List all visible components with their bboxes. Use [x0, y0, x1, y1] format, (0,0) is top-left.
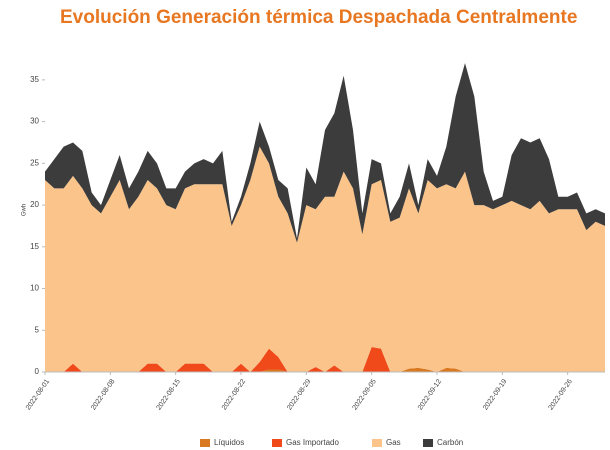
y-tick-label: 10	[30, 284, 39, 293]
legend-label: Carbón	[437, 438, 463, 447]
y-tick-label: 30	[30, 117, 39, 126]
legend-label: Gas Importado	[286, 438, 339, 447]
area	[45, 63, 605, 243]
x-tick-label: 2022-08-01	[25, 378, 51, 411]
x-tick-label: 2022-08-29	[286, 378, 312, 411]
area	[45, 146, 605, 372]
x-tick-label: 2022-09-05	[352, 378, 378, 411]
x-tick-label: 2022-08-15	[156, 378, 182, 411]
y-tick-label: 15	[30, 242, 39, 251]
x-tick-label: 2022-08-08	[90, 378, 116, 411]
legend-label: Líquidos	[214, 438, 244, 447]
legend-swatch	[423, 439, 433, 447]
y-tick-label: 0	[35, 367, 40, 376]
y-axis-label: Gwh	[22, 204, 28, 216]
x-tick-label: 2022-09-26	[548, 378, 574, 411]
legend-swatch	[372, 439, 382, 447]
x-tick-label: 2022-08-22	[221, 378, 247, 411]
y-tick-label: 5	[35, 325, 40, 334]
y-tick-label: 25	[30, 158, 39, 167]
x-tick-label: 2022-09-12	[417, 378, 443, 411]
y-tick-label: 20	[30, 200, 39, 209]
legend-label: Gas	[386, 438, 401, 447]
chart-title: Evolución Generación térmica Despachada …	[60, 7, 577, 28]
legend-swatch	[200, 439, 210, 447]
y-tick-label: 35	[30, 75, 39, 84]
area	[45, 346, 605, 372]
x-tick-label: 2022-09-19	[482, 378, 508, 411]
legend-swatch	[272, 439, 282, 447]
